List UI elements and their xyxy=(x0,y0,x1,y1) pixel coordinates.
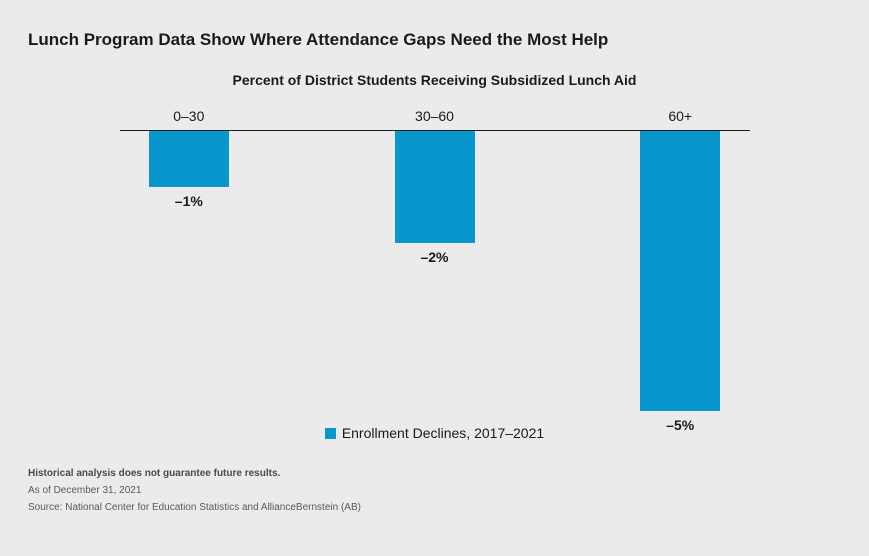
chart-area: 0–30 30–60 60+ –1% –2% –5% xyxy=(120,108,750,411)
bar-value-label: –1% xyxy=(175,193,203,209)
disclaimer: Historical analysis does not guarantee f… xyxy=(28,465,841,482)
footer: Historical analysis does not guarantee f… xyxy=(28,465,841,516)
category-label: 0–30 xyxy=(173,108,204,124)
bar-value-label: –2% xyxy=(420,249,448,265)
bar xyxy=(149,131,229,187)
bar-value-label: –5% xyxy=(666,417,694,433)
data-source: Source: National Center for Education St… xyxy=(28,499,841,516)
category-label: 30–60 xyxy=(415,108,454,124)
chart-title: Lunch Program Data Show Where Attendance… xyxy=(28,30,841,50)
legend: Enrollment Declines, 2017–2021 xyxy=(28,425,841,441)
category-label: 60+ xyxy=(668,108,692,124)
legend-label: Enrollment Declines, 2017–2021 xyxy=(342,425,544,441)
plot-area: –1% –2% –5% xyxy=(120,131,750,411)
bar xyxy=(395,131,475,243)
legend-swatch xyxy=(325,428,336,439)
category-axis: 0–30 30–60 60+ xyxy=(120,108,750,130)
asof-date: As of December 31, 2021 xyxy=(28,482,841,499)
bar xyxy=(640,131,720,411)
chart-subtitle: Percent of District Students Receiving S… xyxy=(28,72,841,88)
